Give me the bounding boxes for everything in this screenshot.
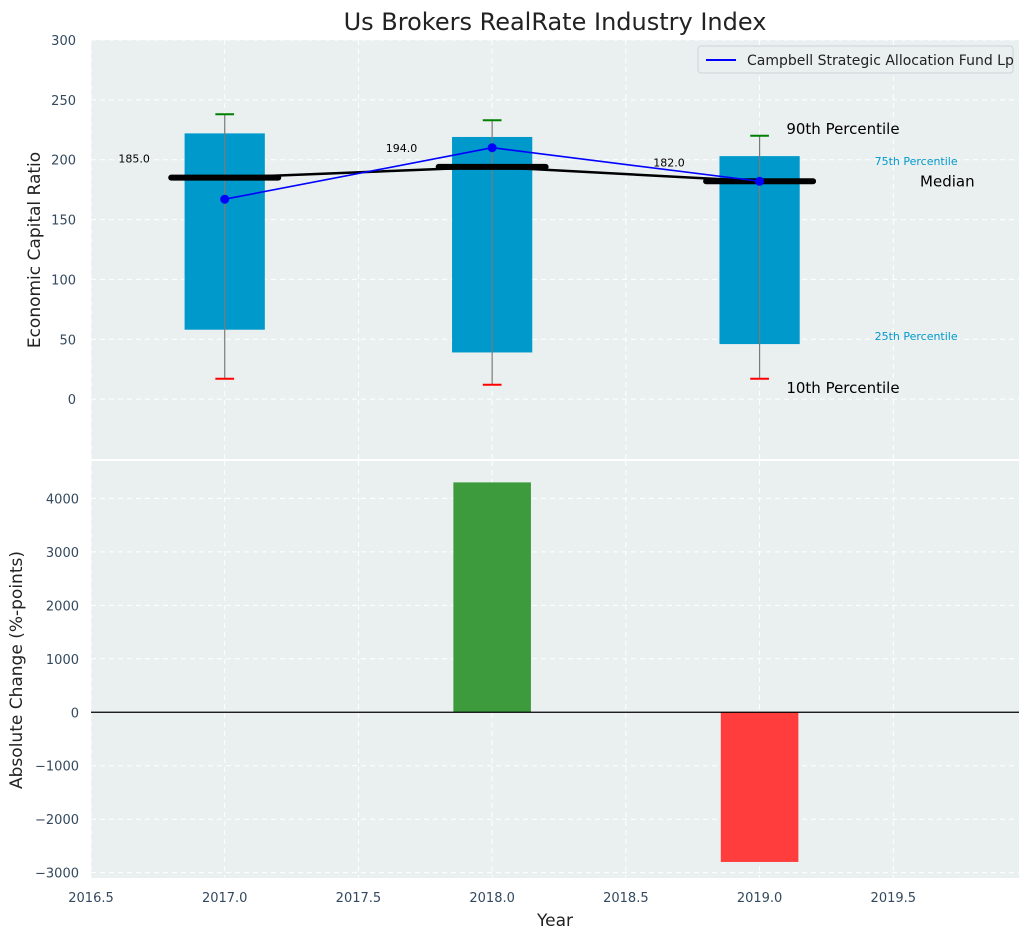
positive-change-bar [453,482,531,713]
median-value-label: 185.0 [118,153,150,166]
top-y-axis-title: Economic Capital Ratio [25,152,45,348]
annotation-p90: 90th Percentile [786,120,899,138]
bottom-y-ticks: −3000 −2000 −1000 0 1000 2000 3000 4000 [35,492,79,881]
series-point [755,176,765,186]
bottom-y-axis-title: Absolute Change (%-points) [7,551,27,789]
median-value-label: 182.0 [653,156,685,169]
annotation-p75: 75th Percentile [875,155,958,168]
x-ticks: 2016.5 2017.0 2017.5 2018.0 2018.5 2019.0 2019… [68,891,916,906]
bottom-y-tick-label: 4000 [46,492,79,507]
x-tick-label: 2018.0 [469,891,515,906]
top-y-tick-label: 200 [51,154,76,169]
bottom-y-tick-label: 0 [71,706,79,721]
x-tick-label: 2017.5 [336,891,382,906]
top-y-ticks: 0 50 100 150 200 250 300 [51,34,76,408]
median-trend-line [224,165,760,183]
bottom-y-tick-label: 1000 [46,653,79,668]
bottom-panel-background [91,461,1019,878]
top-annotations: 90th Percentile 75th Percentile Median 25th… [786,120,974,397]
top-y-tick-label: 50 [59,333,76,348]
bottom-bars [91,482,1019,862]
bottom-y-tick-label: −2000 [35,813,79,828]
x-tick-label: 2019.5 [871,891,917,906]
bottom-y-tick-label: 2000 [46,599,79,614]
negative-change-bar [720,712,799,862]
legend: Campbell Strategic Allocation Fund Lp [697,45,1014,74]
series-point [220,194,230,204]
annotation-median: Median [920,172,975,190]
top-y-tick-label: 0 [68,393,76,408]
legend-box [697,45,1014,74]
median-value-label: 194.0 [386,142,418,155]
x-tick-label: 2019.0 [737,891,783,906]
top-y-tick-label: 250 [51,94,76,109]
top-boxes: 185.0 194.0 182.0 [118,113,817,386]
top-y-tick-label: 150 [51,214,76,229]
top-y-tick-label: 300 [51,34,76,49]
x-tick-label: 2016.5 [68,891,114,906]
chart-title: Us Brokers RealRate Industry Index [344,8,767,36]
bottom-y-tick-label: 3000 [46,546,79,561]
x-tick-label: 2017.0 [202,891,248,906]
legend-label: Campbell Strategic Allocation Fund Lp [747,53,1014,69]
top-y-tick-label: 100 [51,273,76,288]
top-series [220,143,765,204]
series-point [487,143,497,153]
x-axis-title: Year [536,911,573,931]
x-tick-label: 2018.5 [603,891,649,906]
bottom-y-tick-label: −1000 [35,760,79,775]
bottom-y-tick-label: −3000 [35,867,79,882]
annotation-p10: 10th Percentile [786,379,899,397]
annotation-p25: 25th Percentile [875,330,958,343]
